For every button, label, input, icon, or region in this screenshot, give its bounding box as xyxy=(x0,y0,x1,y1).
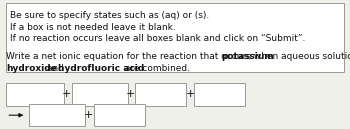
Text: If a box is not needed leave it blank.: If a box is not needed leave it blank. xyxy=(10,23,176,32)
Bar xyxy=(6,83,64,106)
Text: and: and xyxy=(44,64,66,73)
Bar xyxy=(94,104,145,126)
Text: potassium: potassium xyxy=(221,52,274,61)
Bar xyxy=(194,83,245,106)
Text: +: + xyxy=(126,90,135,99)
Text: are combined.: are combined. xyxy=(122,64,190,73)
Text: hydroxide: hydroxide xyxy=(6,64,57,73)
Bar xyxy=(6,3,344,72)
Text: +: + xyxy=(84,110,93,120)
Text: If no reaction occurs leave all boxes blank and click on “Submit”.: If no reaction occurs leave all boxes bl… xyxy=(10,34,306,43)
Text: hydrofluoric acid: hydrofluoric acid xyxy=(58,64,144,73)
Text: Be sure to specify states such as (aq) or (s).: Be sure to specify states such as (aq) o… xyxy=(10,11,210,20)
Bar xyxy=(135,83,186,106)
Bar xyxy=(72,83,128,106)
Text: +: + xyxy=(186,90,195,99)
Text: Write a net ionic equation for the reaction that occurs when aqueous solutions o: Write a net ionic equation for the react… xyxy=(6,52,350,61)
Text: +: + xyxy=(62,90,71,99)
Bar xyxy=(29,104,85,126)
